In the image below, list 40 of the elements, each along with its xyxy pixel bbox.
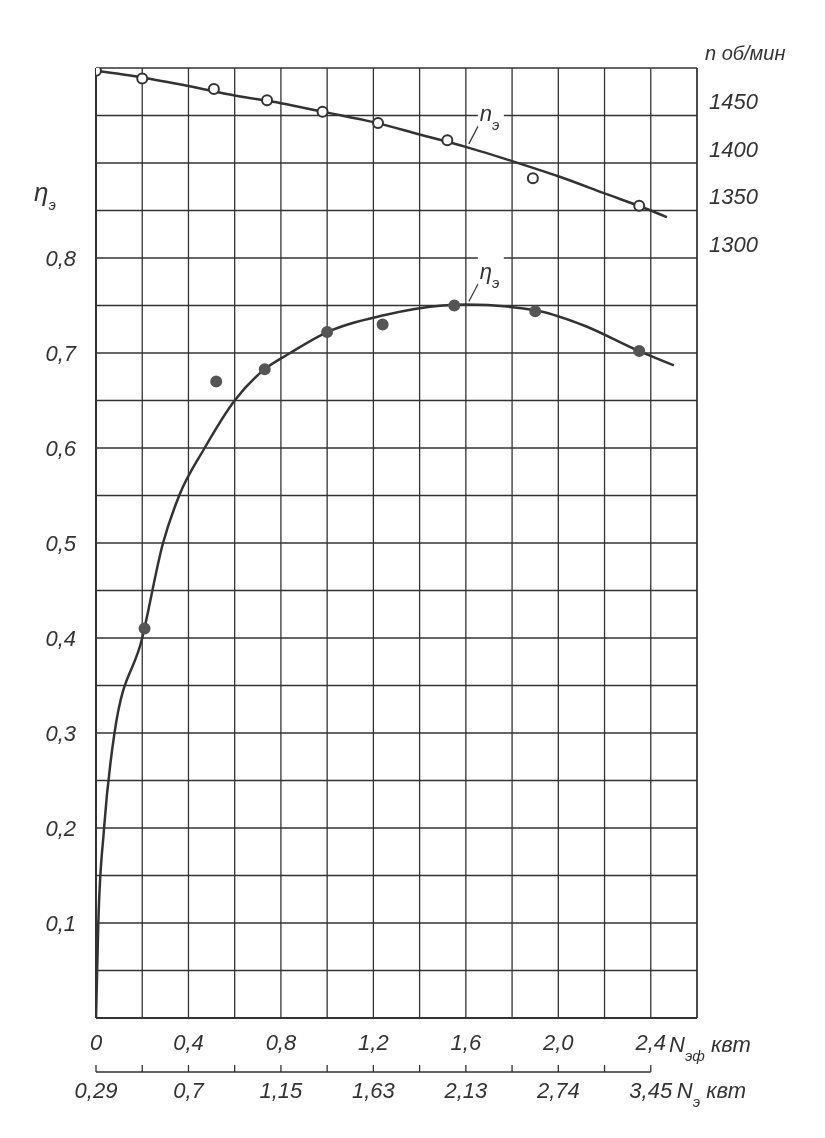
y2-axis-title: n об/мин	[705, 42, 786, 64]
text: 0,29	[74, 1078, 118, 1103]
y-tick-label: 0,2	[45, 815, 76, 841]
y2-tick-label: 1300	[709, 231, 759, 257]
y-tick-label: 0,3	[45, 720, 77, 746]
point	[321, 326, 334, 339]
text: 2,13	[443, 1078, 489, 1103]
y-tick-label: 0,5	[45, 530, 77, 556]
series-label: η$_{э}$	[479, 258, 500, 291]
x-axis-title: N$_{эф}$ квт	[669, 1032, 751, 1064]
point	[633, 345, 646, 358]
point	[376, 318, 389, 331]
point	[529, 305, 542, 318]
y2-tick-label: 1350	[709, 184, 759, 210]
point	[138, 622, 151, 635]
text: 3,45	[629, 1078, 673, 1103]
y2-tick-label: 1450	[709, 89, 759, 115]
point	[448, 299, 461, 312]
x-tick-label: 0,4	[173, 1029, 204, 1055]
x-tick-label: 2,0	[542, 1029, 575, 1055]
text: 2,74	[535, 1078, 580, 1103]
x-tick-label: 1,6	[450, 1029, 482, 1055]
series-label: n$_{э}$	[479, 100, 500, 133]
y2-tick-label: 1400	[709, 136, 759, 162]
y-tick-label: 0,6	[45, 435, 77, 461]
x-tick-label: 0,8	[265, 1029, 297, 1055]
y-tick-label: 0,7	[45, 340, 77, 366]
y-axis-title: η$_{э}$	[34, 177, 56, 213]
text: 1,63	[351, 1078, 396, 1103]
x-tick-label: 0	[89, 1029, 103, 1055]
y-tick-label: 0,8	[45, 245, 77, 271]
text: N$_{э}$ квт	[676, 1078, 747, 1110]
text: 0,7	[173, 1078, 205, 1103]
point	[258, 363, 271, 376]
x-tick-label: 2,4	[634, 1029, 667, 1055]
text: 1,15	[259, 1078, 304, 1103]
y-tick-label: 0,4	[45, 625, 76, 651]
y-tick-label: 0,1	[45, 910, 76, 936]
point	[210, 375, 223, 388]
x-tick-label: 1,2	[358, 1029, 389, 1055]
